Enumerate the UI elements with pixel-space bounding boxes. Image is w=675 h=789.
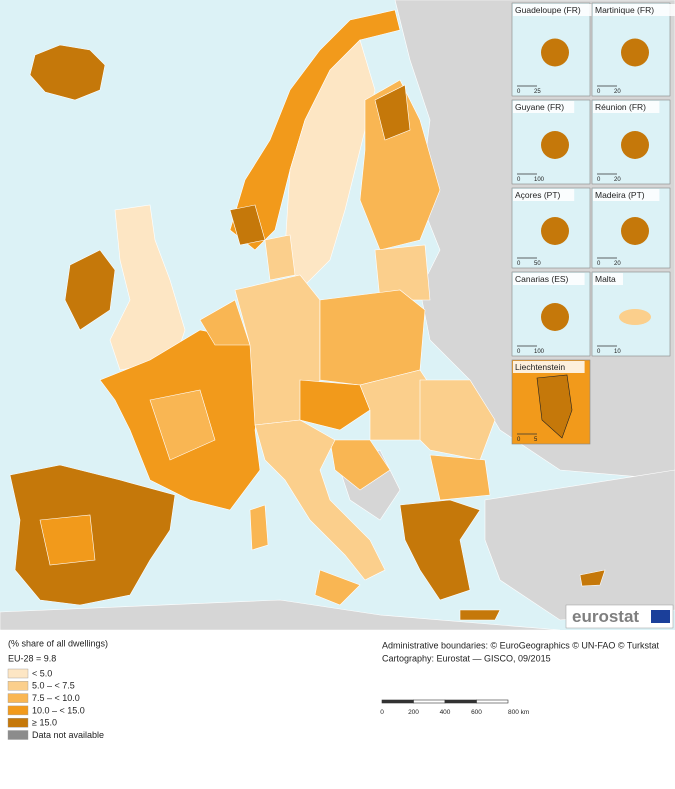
inset-scale-label: 0 — [517, 261, 521, 267]
sicily — [314, 569, 361, 606]
scale-segment — [413, 699, 446, 704]
inset-island — [541, 303, 569, 331]
inset-label-bg — [513, 273, 585, 285]
czechia-austria — [299, 379, 371, 431]
scale-label: 400 — [440, 709, 451, 716]
scale-bar: 0 200 400 600 800 km — [380, 699, 529, 716]
crete — [459, 609, 501, 621]
inset-label: Martinique (FR) — [595, 5, 654, 15]
inset-island — [621, 131, 649, 159]
legend-label: < 5.0 — [32, 668, 52, 678]
baltics — [374, 244, 431, 301]
inset-island — [541, 131, 569, 159]
inset-scale-label: 0 — [597, 349, 601, 355]
inset-scale-label: 20 — [614, 89, 621, 95]
inset-label-bg — [513, 189, 575, 201]
inset-label-bg — [513, 4, 595, 16]
inset-scale-label: 20 — [614, 261, 621, 267]
legend-label: 5.0 – < 7.5 — [32, 681, 75, 691]
inset-scale-label: 25 — [534, 89, 541, 95]
inset-label-bg — [593, 189, 660, 201]
norway — [229, 9, 401, 251]
inset-label: Guyane (FR) — [515, 102, 564, 112]
inset-scale-label: 0 — [517, 437, 521, 443]
logo: eurostat — [572, 607, 639, 626]
inset-label-bg — [593, 4, 675, 16]
legend-label: 7.5 – < 10.0 — [32, 693, 80, 703]
inset-island — [621, 217, 649, 245]
inset-scale-label: 100 — [534, 349, 545, 355]
scale-segment — [381, 699, 414, 704]
inset-scale-label: 0 — [597, 177, 601, 183]
inset-label: Açores (PT) — [515, 190, 561, 200]
inset-label: Malta — [595, 274, 616, 284]
scale-label: 200 — [408, 709, 419, 716]
iberia-region — [39, 514, 96, 566]
greece — [399, 499, 481, 601]
legend: < 5.0 5.0 – < 7.5 7.5 – < 10.0 10.0 – < 15.… — [7, 668, 104, 740]
legend-label: Data not available — [32, 730, 104, 740]
inset-label: Liechtenstein — [515, 362, 565, 372]
sardinia — [249, 504, 269, 551]
cyprus — [579, 569, 606, 587]
inset-scale-label: 0 — [517, 177, 521, 183]
legend-swatch — [7, 681, 29, 691]
insets: Guadeloupe (FR) 0 25 Martinique (FR) 0 20 Guya… — [511, 2, 675, 445]
croatia-slovenia — [329, 439, 391, 491]
credit: Cartography: Eurostat — GISCO, 09/2015 — [382, 653, 551, 663]
inset-scale-label: 0 — [517, 349, 521, 355]
non-eu-land — [484, 469, 675, 621]
finland — [359, 79, 441, 251]
legend-label: ≥ 15.0 — [32, 718, 57, 728]
italy — [254, 419, 386, 581]
inset-label-bg — [593, 273, 623, 285]
legend-swatch — [7, 718, 29, 728]
logo-box — [565, 604, 674, 629]
inset-scale-label: 10 — [614, 349, 621, 355]
legend-swatch — [7, 705, 29, 716]
inset-scale-label: 0 — [517, 89, 521, 95]
inset-island — [541, 217, 569, 245]
france-region — [149, 389, 216, 461]
legend-subtitle: EU-28 = 9.8 — [8, 653, 56, 663]
scale-label: 0 — [380, 709, 384, 716]
eu-flag — [651, 610, 670, 623]
bulgaria — [429, 454, 491, 501]
inset-label: Canarias (ES) — [515, 274, 569, 284]
inset-scale-label: 100 — [534, 177, 545, 183]
iceland — [29, 44, 106, 101]
inset-scale-label: 50 — [534, 261, 541, 267]
credit: Administrative boundaries: © EuroGeograp… — [382, 640, 660, 650]
inset-label: Madeira (PT) — [595, 190, 645, 200]
scale-label: 600 — [471, 709, 482, 716]
scale-label: 800 km — [508, 709, 529, 716]
legend-title: (% share of all dwellings) — [8, 638, 108, 648]
inset-island — [621, 38, 649, 67]
inset-label-bg — [513, 361, 585, 373]
legend-swatch — [7, 693, 29, 703]
inset-label: Réunion (FR) — [595, 102, 646, 112]
scale-segment — [444, 699, 477, 704]
inset-label-bg — [593, 101, 660, 113]
legend-swatch — [7, 730, 29, 740]
finland-region — [374, 84, 411, 141]
scale-segment — [476, 699, 509, 704]
legend-swatch — [7, 668, 29, 679]
inset-scale-label: 0 — [597, 261, 601, 267]
inset-scale-label: 5 — [534, 437, 538, 443]
denmark — [264, 234, 296, 281]
inset-region — [536, 374, 573, 439]
poland — [319, 289, 426, 386]
inset-scale-label: 20 — [614, 177, 621, 183]
inset-label: Guadeloupe (FR) — [515, 5, 581, 15]
non-eu-land — [0, 599, 561, 631]
ireland — [64, 249, 116, 331]
inset-scale-label: 0 — [597, 89, 601, 95]
inset-island — [541, 38, 569, 67]
inset-label-bg — [513, 101, 575, 113]
legend-label: 10.0 – < 15.0 — [32, 705, 85, 715]
inset-island — [619, 309, 651, 325]
